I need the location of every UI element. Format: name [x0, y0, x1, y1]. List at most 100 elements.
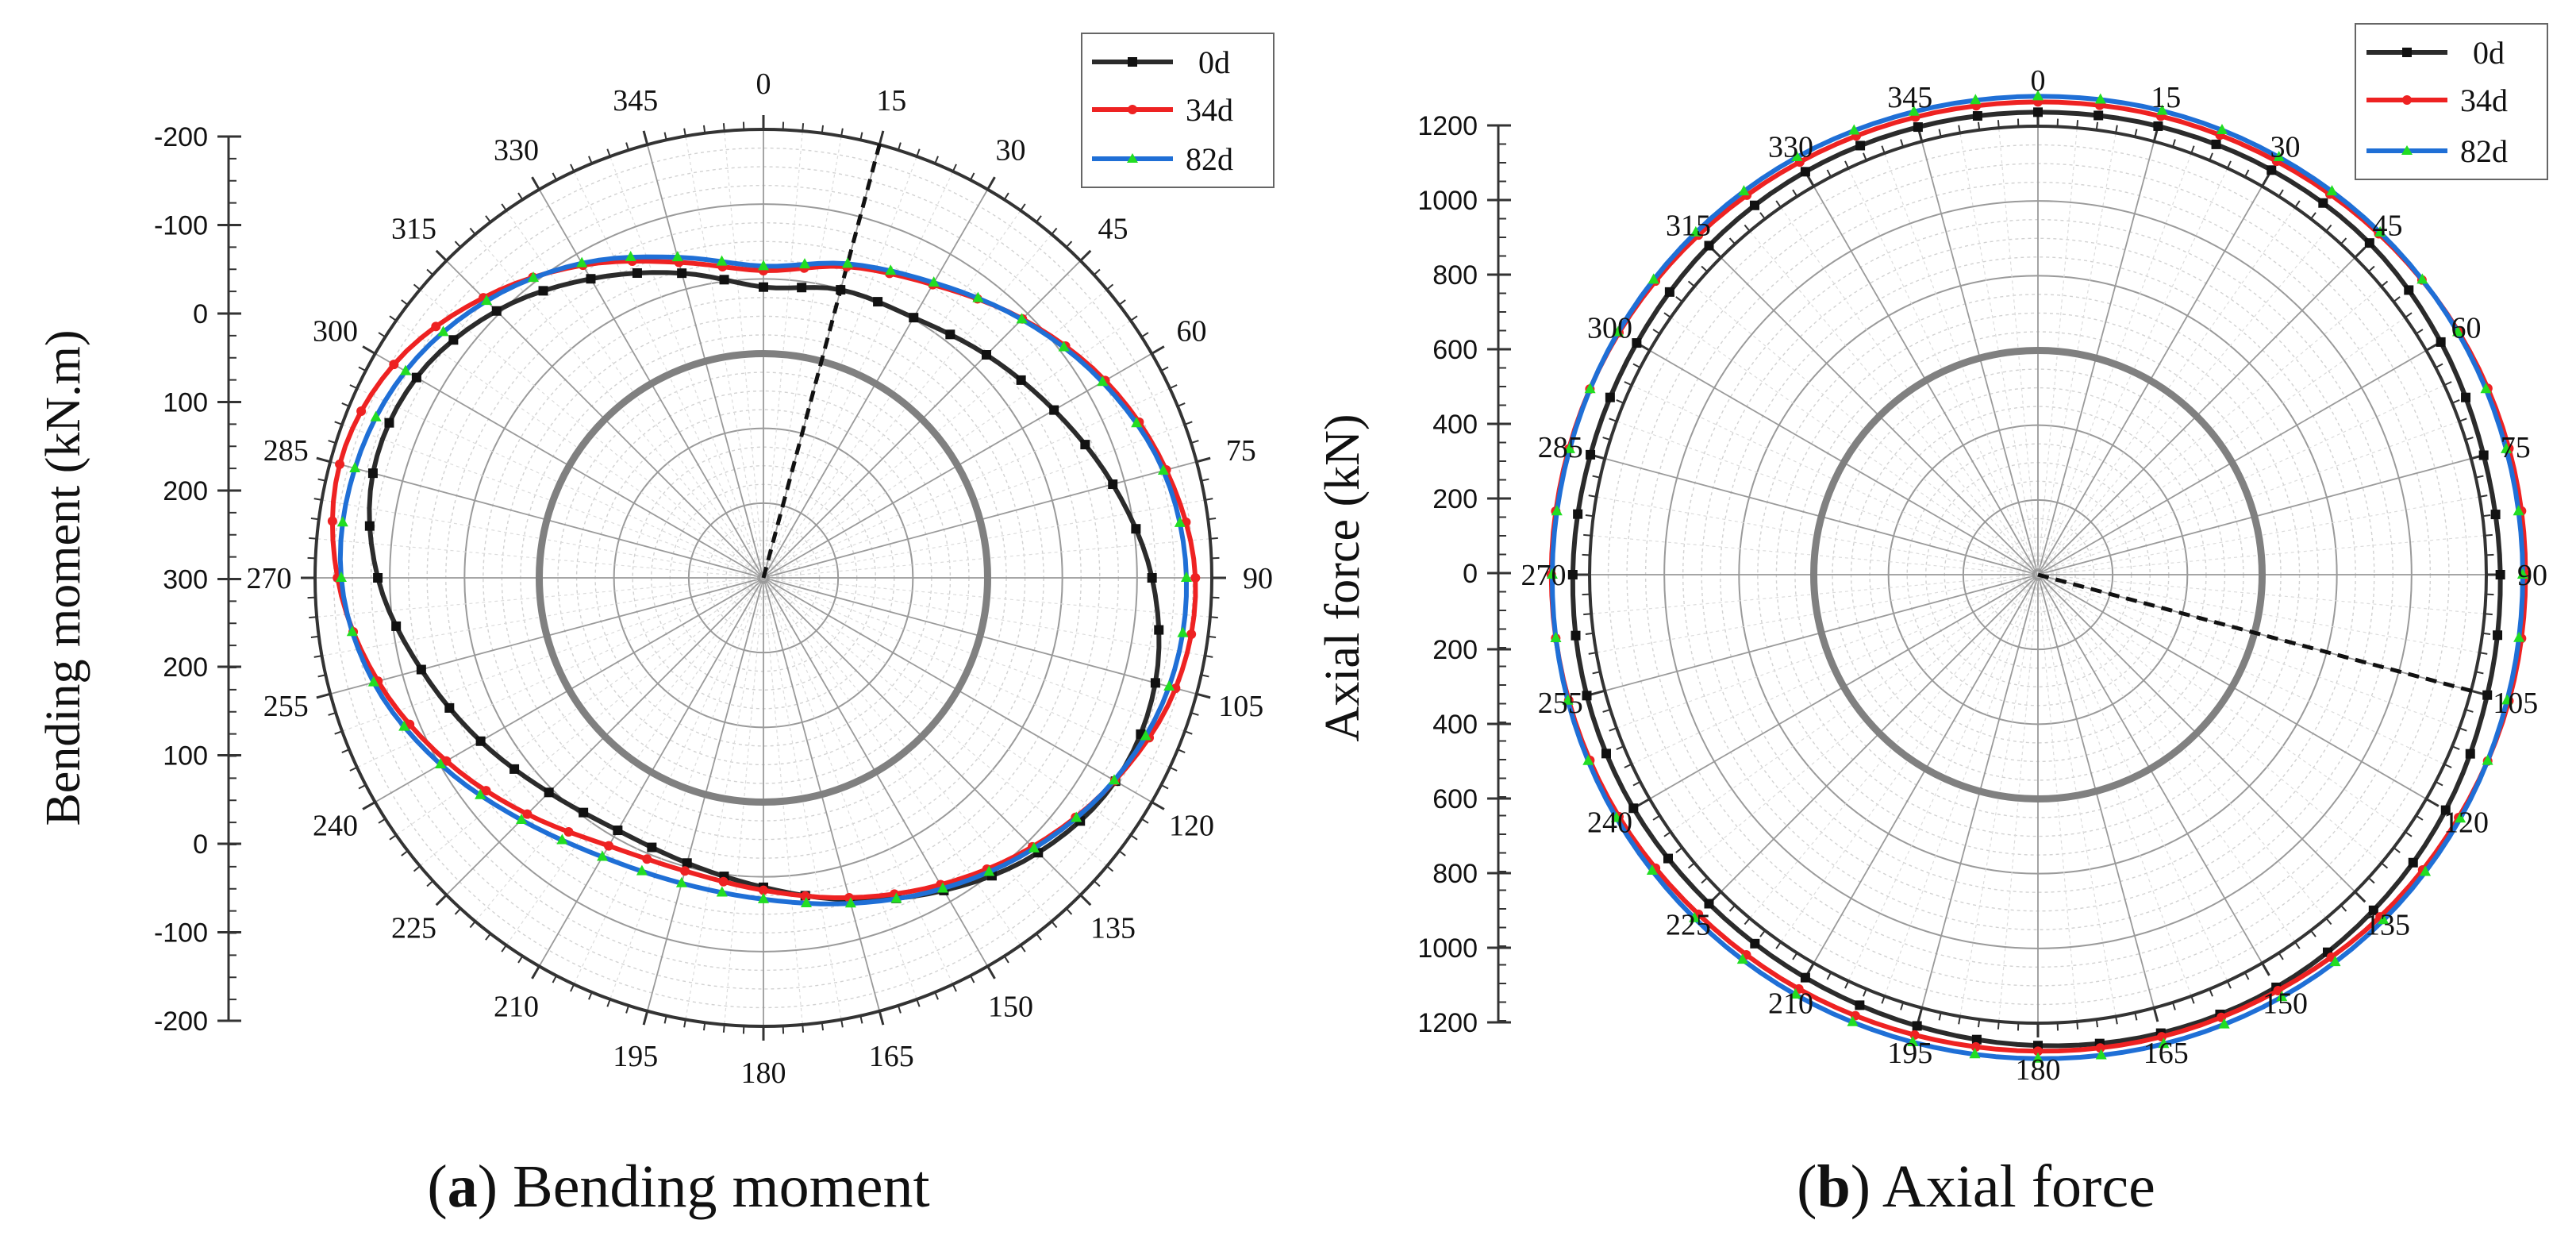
panel-a-outer-tick: [1036, 933, 1042, 941]
panel-a-outer-tick: [1201, 674, 1209, 678]
panel-a-angle-labels: 0 15 30 45 60 75 90 105 120 135 150 165 180 195 210 225…: [247, 67, 1274, 1090]
panel-a-point-0d: [1049, 405, 1059, 415]
panel-b-point-82d: [1907, 1035, 1919, 1046]
panel-a-outer-tick: [378, 818, 386, 824]
panel-b-point-82d: [1738, 185, 1750, 196]
panel-b-angle-label: 285: [1538, 431, 1583, 464]
panel-a-caption: (a) Bending moment: [427, 1153, 929, 1220]
panel-b-point-34d: [2095, 1043, 2105, 1053]
panel-b-outer-tick: [1900, 139, 1905, 148]
panel-b-point-82d: [2513, 631, 2525, 642]
panel-b-legend-marker-0d: [2402, 48, 2412, 57]
panel-a-point-0d: [873, 297, 883, 307]
panel-a-outer-tick: [916, 999, 921, 1007]
panel-a-outer-tick: [683, 1019, 686, 1028]
panel-a-point-34d: [441, 756, 452, 766]
panel-a-angle-label: 285: [263, 434, 309, 468]
panel-b-point-82d: [2326, 185, 2338, 196]
panel-b-point-0d: [1800, 972, 1810, 983]
panel-b-point-0d: [2482, 690, 2493, 700]
panel-a-point-82d: [800, 896, 812, 907]
panel-b-outer-tick: [1663, 831, 1671, 837]
panel-b-point-82d: [1584, 383, 1596, 394]
panel-a-point-82d: [597, 850, 609, 861]
panel-b-outer-tick: [1602, 437, 1611, 441]
panel-b-caption: (b) Axial force: [1797, 1153, 2155, 1220]
panel-b-angle-label: 330: [1768, 130, 1813, 164]
panel-a-outer-tick: [341, 749, 350, 753]
panel-a-outer-tick: [485, 933, 491, 941]
panel-a-point-0d: [759, 282, 768, 292]
panel-b-point-82d: [1690, 225, 1701, 237]
panel-a-angle-label: 270: [247, 562, 292, 595]
panel-b-point-0d: [1582, 691, 1592, 701]
panel-b-angle-label: 240: [1587, 806, 1632, 840]
panel-a-outer-tick: [1051, 921, 1058, 929]
panel-b-point-82d: [1646, 864, 1658, 876]
panel-b-outer-tick: [2425, 798, 2440, 807]
panel-a-point-82d: [400, 364, 412, 375]
panel-a-radial-tick-label: -200: [154, 122, 208, 152]
panel-a-point-0d: [909, 313, 919, 323]
panel-b-angle-label: 210: [1768, 987, 1813, 1021]
panel-b-point-0d: [2211, 139, 2221, 149]
panel-b-point-82d: [2416, 273, 2428, 284]
panel-a-outer-tick: [1130, 834, 1138, 841]
panel-a-point-82d: [972, 291, 984, 302]
panel-a-point-0d: [682, 858, 692, 868]
panel-b-outer-tick: [2226, 160, 2232, 169]
panel-b-outer-tick: [2226, 980, 2232, 989]
panel-b-point-82d: [2276, 991, 2288, 1002]
panel-b-outer-tick: [2261, 962, 2270, 976]
panel-a-angle-label: 135: [1090, 912, 1136, 945]
panel-a-outer-tick: [341, 402, 350, 407]
panel-b-radial-tick-label: 400: [1432, 710, 1478, 740]
panel-b-outer-tick: [1744, 918, 1751, 926]
panel-b-legend: 0d 34d 82d: [2355, 23, 2548, 180]
panel-a-angle-label: 255: [263, 690, 309, 723]
panel-b-angle-label: 15: [2151, 81, 2181, 114]
panel-b-outer-tick: [2405, 831, 2413, 837]
panel-a-angle-label: 345: [613, 84, 658, 117]
panel-a-outer-tick: [469, 921, 476, 929]
panel-a-point-82d: [370, 410, 382, 421]
panel-b-outer-tick: [1997, 120, 2000, 129]
panel-b-point-82d: [1551, 505, 1563, 516]
panel-b-outer-tick: [2465, 708, 2474, 713]
panel-a-point-34d: [1186, 629, 1197, 639]
panel-b-point-82d: [2420, 865, 2432, 876]
panel-a-point-0d: [1147, 573, 1157, 583]
panel-b-point-82d: [1689, 911, 1701, 922]
panel-b-point-82d: [2032, 90, 2043, 101]
panel-a-point-82d: [716, 255, 728, 266]
panel-a-outer-tick: [349, 384, 358, 390]
panel-a-outer-tick: [316, 692, 331, 699]
panel-a-outer-tick: [1079, 249, 1092, 262]
panel-b-radial-tick-label: 600: [1432, 784, 1478, 814]
panel-b-radial-tick-label: 800: [1432, 859, 1478, 889]
panel-b-outer-tick: [2479, 495, 2488, 498]
panel-a-outer-tick: [501, 203, 507, 211]
panel-a-point-82d: [1071, 811, 1082, 822]
panel-b-outer-tick: [1636, 798, 1651, 807]
panel-a-point-82d: [716, 886, 728, 897]
panel-a-reference-circle: [536, 350, 991, 806]
panel-b-point-0d: [2368, 905, 2378, 915]
panel-b-point-82d: [1908, 105, 1920, 116]
panel-b-point-0d: [1855, 140, 1866, 151]
panel-b-outer-tick: [2076, 1021, 2079, 1030]
panel-b-point-0d: [2478, 450, 2489, 460]
panel-a-ylabel: Bending moment (kN.m): [37, 329, 90, 826]
panel-b-angle-label: 255: [1538, 687, 1583, 720]
panel-b-reference-circle: [1810, 347, 2266, 802]
panel-a-outer-tick: [552, 172, 557, 181]
panel-a-point-0d: [475, 736, 486, 746]
panel-b-legend-label-0d: 0d: [2473, 35, 2505, 71]
panel-b-point-0d: [1628, 803, 1639, 814]
panel-a-point-82d: [398, 720, 410, 731]
panel-a-outer-tick: [570, 983, 575, 992]
panel-a-point-0d: [1108, 479, 1118, 490]
panel-a-outer-tick: [426, 268, 434, 276]
panel-a-angle-label: 240: [313, 810, 358, 843]
panel-b-outer-tick: [1588, 495, 1597, 498]
